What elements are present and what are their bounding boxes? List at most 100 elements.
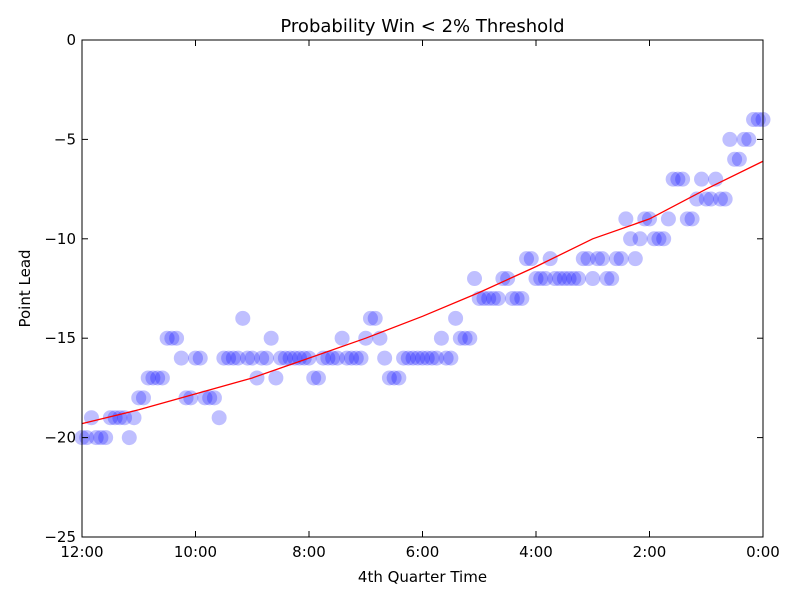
data-point	[542, 251, 558, 267]
data-point	[433, 330, 449, 346]
data-point	[736, 131, 752, 147]
data-point	[448, 310, 464, 326]
data-point	[561, 271, 577, 287]
data-point	[107, 410, 123, 426]
data-point	[135, 390, 151, 406]
data-point	[296, 350, 312, 366]
data-point	[154, 370, 170, 386]
data-point	[400, 350, 416, 366]
data-point	[547, 271, 563, 287]
data-point	[618, 211, 634, 227]
data-point	[585, 271, 601, 287]
data-point	[589, 251, 605, 267]
data-point	[698, 191, 714, 207]
data-point	[202, 390, 218, 406]
x-tick-label: 10:00	[174, 543, 217, 561]
data-point	[235, 310, 251, 326]
data-point	[717, 191, 733, 207]
data-point	[254, 350, 270, 366]
data-point	[523, 251, 539, 267]
data-point	[126, 410, 142, 426]
data-point	[396, 350, 412, 366]
data-point	[121, 430, 137, 446]
data-point	[353, 350, 369, 366]
y-tick-label: 0	[66, 31, 76, 49]
y-axis: 0 −5 −10 −15 −20 −25	[44, 31, 763, 546]
data-point	[481, 290, 497, 306]
data-point	[750, 112, 766, 128]
data-point	[675, 171, 691, 187]
data-point	[329, 350, 345, 366]
data-point	[244, 350, 260, 366]
data-point	[206, 390, 222, 406]
data-point	[150, 370, 166, 386]
x-axis-title: 4th Quarter Time	[358, 568, 487, 586]
y-tick-label: −10	[44, 230, 76, 248]
data-point	[613, 251, 629, 267]
data-point	[533, 271, 549, 287]
data-point	[684, 211, 700, 227]
data-point	[670, 171, 686, 187]
data-point	[320, 350, 336, 366]
data-point	[632, 231, 648, 247]
data-point	[627, 251, 643, 267]
data-point	[88, 430, 104, 446]
data-point	[731, 151, 747, 167]
data-point	[552, 271, 568, 287]
data-point	[623, 231, 639, 247]
data-point	[514, 290, 530, 306]
data-point	[429, 350, 445, 366]
x-tick-label: 8:00	[292, 543, 326, 561]
data-point	[694, 171, 710, 187]
data-point	[188, 350, 203, 366]
data-point	[504, 290, 520, 306]
data-point	[660, 211, 676, 227]
data-point	[746, 112, 762, 128]
data-point	[282, 350, 298, 366]
x-tick-label: 2:00	[633, 543, 667, 561]
data-point	[537, 271, 553, 287]
data-point	[277, 350, 293, 366]
data-point	[566, 271, 582, 287]
data-point	[263, 330, 279, 346]
data-point	[438, 350, 454, 366]
chart-title: Probability Win < 2% Threshold	[280, 16, 564, 37]
data-point	[637, 211, 653, 227]
data-point	[452, 330, 468, 346]
data-point	[485, 290, 501, 306]
data-point	[467, 271, 483, 287]
plot-frame	[81, 39, 764, 538]
data-point	[604, 271, 620, 287]
data-point	[741, 131, 757, 147]
points-layer	[74, 112, 771, 446]
data-point	[703, 191, 719, 207]
data-point	[571, 271, 587, 287]
data-point	[689, 191, 705, 207]
data-point	[292, 350, 308, 366]
y-tick-label: −25	[44, 528, 76, 546]
data-point	[556, 271, 572, 287]
data-point	[594, 251, 610, 267]
x-tick-label: 6:00	[406, 543, 440, 561]
data-point	[98, 430, 114, 446]
data-point	[462, 330, 478, 346]
x-tick-label: 12:00	[60, 543, 103, 561]
data-point	[221, 350, 237, 366]
data-point	[249, 370, 265, 386]
data-point	[490, 290, 506, 306]
data-point	[268, 370, 284, 386]
data-point	[391, 370, 407, 386]
data-point	[325, 350, 341, 366]
data-point	[646, 231, 662, 247]
data-point	[424, 350, 440, 366]
data-point	[457, 330, 473, 346]
data-point	[500, 271, 516, 287]
data-point	[258, 350, 274, 366]
data-point	[410, 350, 426, 366]
data-point	[211, 410, 227, 426]
y-tick-label: −15	[44, 329, 76, 347]
data-point	[131, 390, 147, 406]
y-tick-label: −20	[44, 429, 76, 447]
data-point	[93, 430, 109, 446]
y-tick-label: −5	[54, 130, 76, 148]
